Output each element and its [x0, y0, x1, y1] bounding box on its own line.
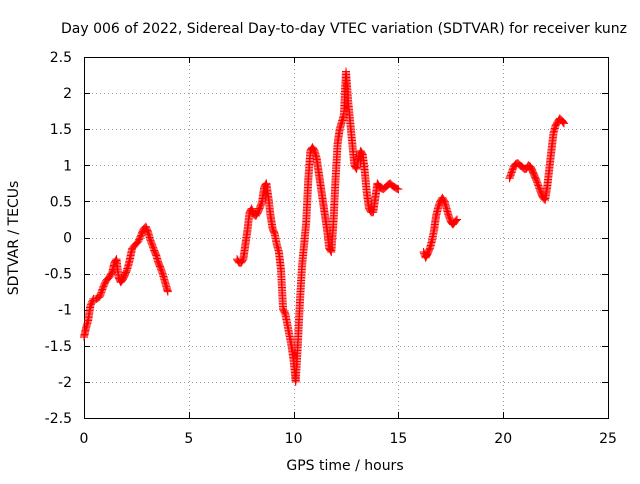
axis-ticks: 0 5 10 15 20 25 -2.5 -2 -1.5 -1 -0.5 0 0.5 1 1.5 2 2.5	[45, 50, 617, 447]
y-tick-label: -1.5	[45, 339, 72, 355]
data-point	[394, 185, 403, 194]
data-point	[559, 119, 568, 128]
x-tick-label: 20	[494, 431, 512, 447]
data-point-fill	[558, 117, 567, 126]
data-point-fill	[452, 216, 461, 225]
y-tick-label: -1	[58, 303, 72, 319]
data-point	[163, 287, 172, 296]
x-tick-label: 5	[184, 431, 193, 447]
data-point-fill	[119, 273, 128, 282]
data-point-fill	[559, 118, 568, 127]
x-tick-label: 15	[389, 431, 407, 447]
y-tick-label: 2	[63, 86, 72, 102]
x-axis-title: GPS time / hours	[286, 458, 403, 474]
y-tick-label: 0	[63, 231, 72, 247]
data-point	[453, 215, 462, 224]
data-point-fill	[119, 274, 128, 283]
series-segment-2	[233, 67, 403, 386]
y-tick-label: 1.5	[50, 122, 72, 138]
data-point-fill	[422, 252, 431, 261]
y-tick-label: 2.5	[50, 50, 72, 66]
chart-title: Day 006 of 2022, Sidereal Day-to-day VTE…	[61, 21, 627, 37]
x-tick-label: 0	[80, 431, 89, 447]
x-tick-label: 10	[285, 431, 303, 447]
y-tick-label: -2	[58, 375, 72, 391]
data-point-fill	[94, 293, 103, 302]
series-segment-4	[505, 114, 568, 204]
data-point	[118, 275, 127, 284]
y-tick-label: -2.5	[45, 411, 72, 427]
data-point-fill	[526, 163, 535, 172]
data-point	[421, 253, 430, 262]
x-tick-label: 25	[599, 431, 617, 447]
y-tick-label: 0.5	[50, 194, 72, 210]
y-tick-label: -0.5	[45, 267, 72, 283]
series-segment-3	[419, 193, 462, 262]
data-point-fill	[527, 164, 536, 173]
data-markers	[80, 67, 568, 386]
series-segment-1	[80, 222, 172, 342]
y-tick-label: 1	[63, 158, 72, 174]
data-point	[450, 217, 459, 226]
data-point	[526, 162, 535, 171]
y-axis-title: SDTVAR / TECUs	[6, 181, 22, 296]
data-point-fill	[422, 251, 431, 260]
